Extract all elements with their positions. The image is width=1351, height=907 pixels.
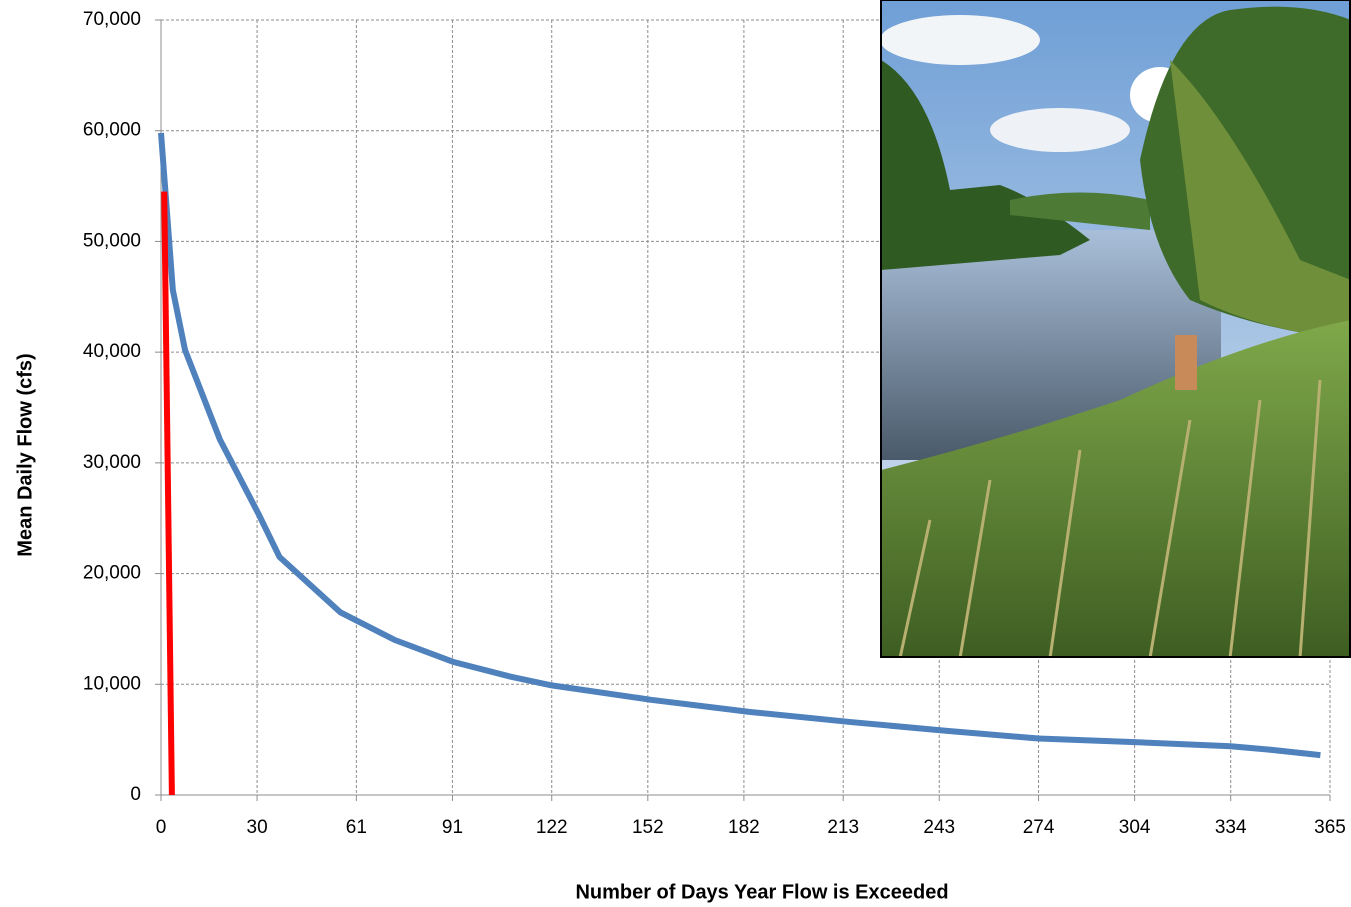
x-tick-label: 334 [1215, 817, 1247, 838]
y-tick-label: 40,000 [83, 341, 141, 362]
chart: Number of Days Year Flow is Exceeded Mea… [0, 0, 1351, 907]
x-tick-label: 30 [247, 817, 268, 838]
y-axis-title: Mean Daily Flow (cfs) [14, 353, 36, 556]
x-tick-label: 61 [346, 817, 367, 838]
x-tick-label: 122 [536, 817, 568, 838]
photo [880, 0, 1351, 658]
x-tick-label: 152 [632, 817, 664, 838]
y-tick-label: 70,000 [83, 9, 141, 30]
cloud [880, 15, 1040, 65]
x-tick-label: 365 [1314, 817, 1346, 838]
person [1175, 335, 1197, 390]
x-tick-label: 274 [1023, 817, 1055, 838]
x-tick-label: 213 [827, 817, 859, 838]
y-tick-label: 10,000 [83, 673, 141, 694]
cloud [990, 108, 1130, 152]
x-tick-label: 91 [442, 817, 463, 838]
y-tick-label: 0 [130, 784, 141, 805]
x-axis-title: Number of Days Year Flow is Exceeded [575, 881, 948, 903]
x-tick-label: 0 [156, 817, 167, 838]
y-tick-label: 30,000 [83, 452, 141, 473]
x-tick-label: 182 [728, 817, 760, 838]
y-tick-label: 60,000 [83, 120, 141, 141]
y-tick-label: 20,000 [83, 563, 141, 584]
x-tick-label: 304 [1119, 817, 1151, 838]
x-tick-label: 243 [923, 817, 955, 838]
y-tick-label: 50,000 [83, 230, 141, 251]
